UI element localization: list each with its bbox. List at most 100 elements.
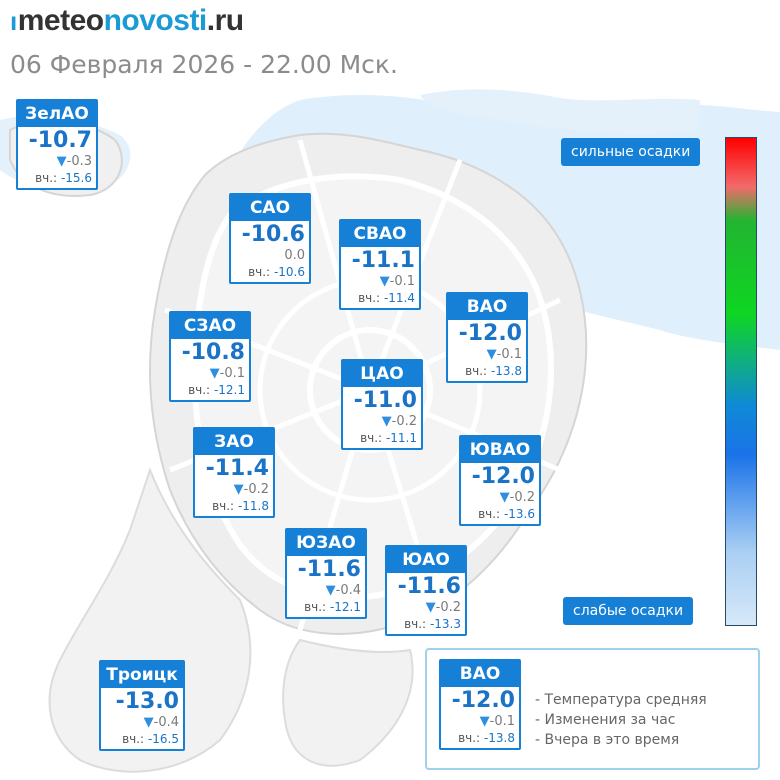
precipitation-area-north (420, 89, 700, 135)
down-arrow-icon: ▼ (479, 714, 490, 729)
down-arrow-icon: ▼ (143, 715, 154, 730)
district-temperature: -11.6 (397, 574, 461, 599)
yesterday-label: вч.: (35, 171, 58, 185)
down-arrow-icon: ▼ (233, 482, 244, 497)
district-card-zelao: ЗелАО -10.7 ▼-0.3 вч.: -15.6 (16, 99, 98, 190)
district-name: САО (231, 195, 309, 221)
yesterday-value: -10.6 (273, 265, 305, 279)
district-name: ЮЗАО (287, 530, 365, 556)
yesterday-value-row: вч.: -12.1 (171, 382, 249, 398)
district-card-yuvao: ЮВАО -12.0 ▼-0.2 вч.: -13.6 (459, 435, 541, 526)
logo-text-ru: .ru (206, 4, 244, 37)
hourly-change: ▼-0.3 (18, 153, 96, 170)
hourly-change: ▼-0.2 (461, 489, 539, 506)
district-temperature: -12.0 (471, 464, 535, 489)
district-temperature: -13.0 (115, 689, 179, 714)
yesterday-value: -13.3 (429, 617, 461, 631)
yesterday-value: -16.5 (147, 732, 179, 746)
legend-line-average-temp: - Температура средняя (535, 692, 707, 708)
district-name: ЮАО (387, 547, 465, 573)
district-card-yuzao: ЮЗАО -11.6 ▼-0.4 вч.: -12.1 (285, 528, 367, 619)
hourly-change: ▼-0.1 (441, 713, 519, 730)
down-arrow-icon: ▼ (209, 366, 220, 381)
logo-text-meteo: meteo (17, 4, 104, 37)
yesterday-value: -13.6 (503, 507, 535, 521)
district-name: ЦАО (343, 361, 421, 387)
district-name: СВАО (341, 221, 419, 247)
district-name: Троицк (101, 662, 183, 688)
yesterday-value-row: вч.: -13.8 (448, 363, 526, 379)
district-card-sao: САО -10.6 0.0 вч.: -10.6 (229, 193, 311, 284)
yesterday-value: -13.8 (490, 364, 522, 378)
hourly-change-value: -0.2 (435, 600, 461, 615)
yesterday-label: вч.: (478, 507, 501, 521)
yesterday-value-row: вч.: -11.8 (195, 498, 273, 514)
yesterday-value-row: вч.: -15.6 (18, 170, 96, 186)
yesterday-label: вч.: (360, 431, 383, 445)
hourly-change-value: -0.4 (335, 583, 361, 598)
district-card-svao: СВАО -11.1 ▼-0.1 вч.: -11.4 (339, 219, 421, 310)
yesterday-label: вч.: (458, 731, 481, 745)
down-arrow-icon: ▼ (381, 414, 392, 429)
south-territory (282, 638, 414, 767)
central-ring (307, 327, 433, 453)
yesterday-value: -12.1 (213, 383, 245, 397)
legend-line-hourly-change: - Изменения за час (535, 712, 676, 728)
hourly-change: ▼-0.2 (343, 413, 421, 430)
district-card-zao: ЗАО -11.4 ▼-0.2 вч.: -11.8 (193, 427, 275, 518)
yesterday-label: вч.: (358, 291, 381, 305)
legend-example-card: ВАО -12.0 ▼-0.1 вч.: -13.8 (439, 659, 521, 750)
yesterday-value: -12.1 (329, 600, 361, 614)
yesterday-value-row: вч.: -16.5 (101, 731, 183, 747)
district-name: ЮВАО (461, 437, 539, 463)
district-temperature: -11.4 (205, 456, 269, 481)
yesterday-value-row: вч.: -13.6 (461, 506, 539, 522)
yesterday-value-row: вч.: -12.1 (287, 599, 365, 615)
district-name: ВАО (448, 294, 526, 320)
hourly-change-value: -0.1 (219, 366, 245, 381)
hourly-change-value: -0.4 (153, 715, 179, 730)
hourly-change-value: -0.1 (489, 714, 515, 729)
hourly-change: ▼-0.2 (387, 599, 465, 616)
hourly-change-value: 0.0 (284, 248, 305, 263)
yesterday-value-row: вч.: -11.4 (341, 290, 419, 306)
yesterday-value-row: вч.: -13.8 (441, 730, 519, 746)
yesterday-label: вч.: (404, 617, 427, 631)
hourly-change: ▼-0.1 (448, 346, 526, 363)
hourly-change-value: -0.1 (496, 347, 522, 362)
scale-label-heavy: сильные осадки (561, 138, 701, 166)
yesterday-value: -13.8 (483, 731, 515, 745)
yesterday-label: вч.: (304, 600, 327, 614)
down-arrow-icon: ▼ (379, 274, 390, 289)
logo-mark: ı (10, 6, 17, 36)
legend-line-yesterday: - Вчера в это время (535, 732, 680, 748)
district-card-yuao: ЮАО -11.6 ▼-0.2 вч.: -13.3 (385, 545, 467, 636)
hourly-change-value: -0.2 (391, 414, 417, 429)
hourly-change: ▼-0.1 (171, 365, 249, 382)
site-logo[interactable]: ımeteonovosti.ru (10, 4, 244, 38)
hourly-change: 0.0 (231, 247, 309, 264)
yesterday-label: вч.: (248, 265, 271, 279)
district-card-vao: ВАО -12.0 ▼-0.1 вч.: -13.8 (446, 292, 528, 383)
precipitation-scale-bar (725, 137, 757, 626)
district-temperature: -10.6 (241, 222, 305, 247)
district-name: ЗАО (195, 429, 273, 455)
yesterday-value-row: вч.: -10.6 (231, 264, 309, 280)
hourly-change-value: -0.2 (243, 482, 269, 497)
district-temperature: -12.0 (458, 321, 522, 346)
district-name: ВАО (441, 661, 519, 687)
yesterday-label: вч.: (465, 364, 488, 378)
down-arrow-icon: ▼ (486, 347, 497, 362)
district-temperature: -10.8 (181, 340, 245, 365)
district-temperature: -11.0 (353, 388, 417, 413)
scale-label-light: слабые осадки (563, 597, 694, 625)
down-arrow-icon: ▼ (425, 600, 436, 615)
yesterday-value: -11.1 (385, 431, 417, 445)
district-card-cao: ЦАО -11.0 ▼-0.2 вч.: -11.1 (341, 359, 423, 450)
district-name: СЗАО (171, 313, 249, 339)
district-temperature: -10.7 (28, 128, 92, 153)
district-name: ЗелАО (18, 101, 96, 127)
yesterday-value: -11.4 (383, 291, 415, 305)
yesterday-label: вч.: (122, 732, 145, 746)
hourly-change: ▼-0.4 (101, 714, 183, 731)
